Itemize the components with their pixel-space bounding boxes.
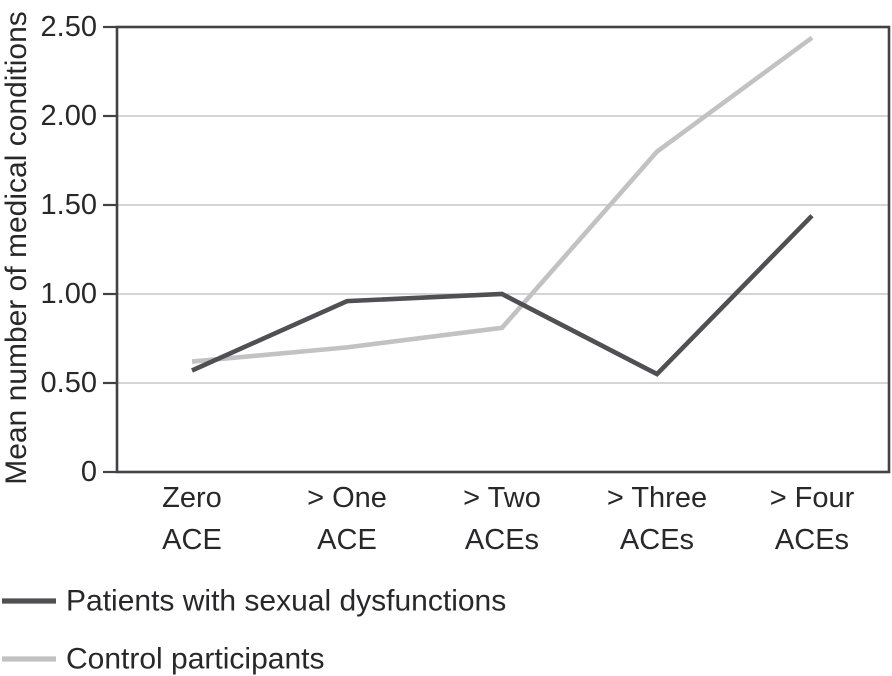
y-axis-title: Mean number of medical conditions — [0, 11, 33, 485]
gridlines-layer — [117, 115, 889, 384]
plot-border — [115, 25, 891, 474]
y-tick-label: 0 — [81, 456, 97, 488]
x-axis-category-label: > One ACE — [307, 482, 387, 556]
axes-layer — [103, 25, 891, 474]
x-axis-category-label: > Three ACEs — [607, 482, 707, 556]
x-axis-category-label: > Two ACEs — [463, 482, 541, 556]
series-layer — [191, 35, 814, 377]
legend: Patients with sexual dysfunctions Control… — [2, 585, 506, 676]
series-line-1 — [191, 35, 814, 364]
y-tick-label: 0.50 — [41, 367, 97, 399]
axis-labels-layer: 0 0.50 1.00 1.50 2.00 2.50 Zero ACE > One ACE > Tw… — [41, 11, 855, 556]
y-tick-label: 2.00 — [41, 100, 97, 132]
y-tick-label: 2.50 — [41, 11, 97, 43]
x-axis-category-label: Zero ACE — [162, 482, 222, 556]
y-tick-label: 1.50 — [41, 189, 97, 221]
series-line-0 — [191, 214, 814, 377]
legend-label-1: Control participants — [66, 643, 324, 676]
x-axis-category-label: > Four ACEs — [770, 482, 855, 556]
legend-label-0: Patients with sexual dysfunctions — [66, 585, 506, 618]
y-tick-label: 1.00 — [41, 278, 97, 310]
